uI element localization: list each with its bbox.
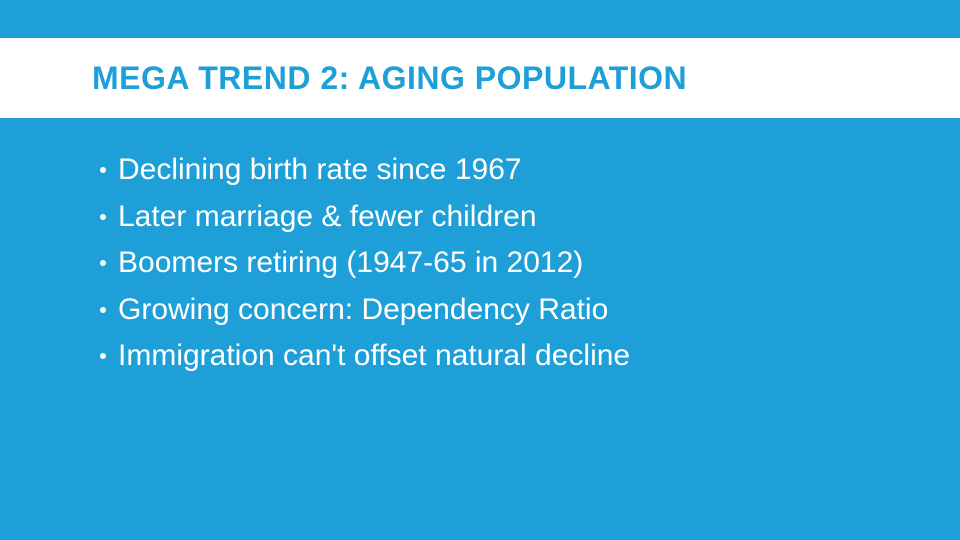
bullet-text: Immigration can't offset natural decline	[118, 336, 630, 377]
bullet-text: Declining birth rate since 1967	[118, 150, 522, 191]
bullet-icon	[100, 353, 106, 359]
bullet-text: Growing concern: Dependency Ratio	[118, 290, 608, 331]
bullet-text: Boomers retiring (1947-65 in 2012)	[118, 243, 583, 284]
bullet-list: Declining birth rate since 1967 Later ma…	[100, 150, 900, 383]
list-item: Immigration can't offset natural decline	[100, 336, 900, 377]
bullet-icon	[100, 260, 106, 266]
bullet-icon	[100, 307, 106, 313]
title-band: MEGA TREND 2: AGING POPULATION	[0, 38, 960, 118]
list-item: Declining birth rate since 1967	[100, 150, 900, 191]
list-item: Later marriage & fewer children	[100, 197, 900, 238]
list-item: Boomers retiring (1947-65 in 2012)	[100, 243, 900, 284]
bullet-text: Later marriage & fewer children	[118, 197, 537, 238]
bullet-icon	[100, 167, 106, 173]
slide-title: MEGA TREND 2: AGING POPULATION	[92, 60, 687, 97]
list-item: Growing concern: Dependency Ratio	[100, 290, 900, 331]
bullet-icon	[100, 214, 106, 220]
slide: MEGA TREND 2: AGING POPULATION Declining…	[0, 0, 960, 540]
